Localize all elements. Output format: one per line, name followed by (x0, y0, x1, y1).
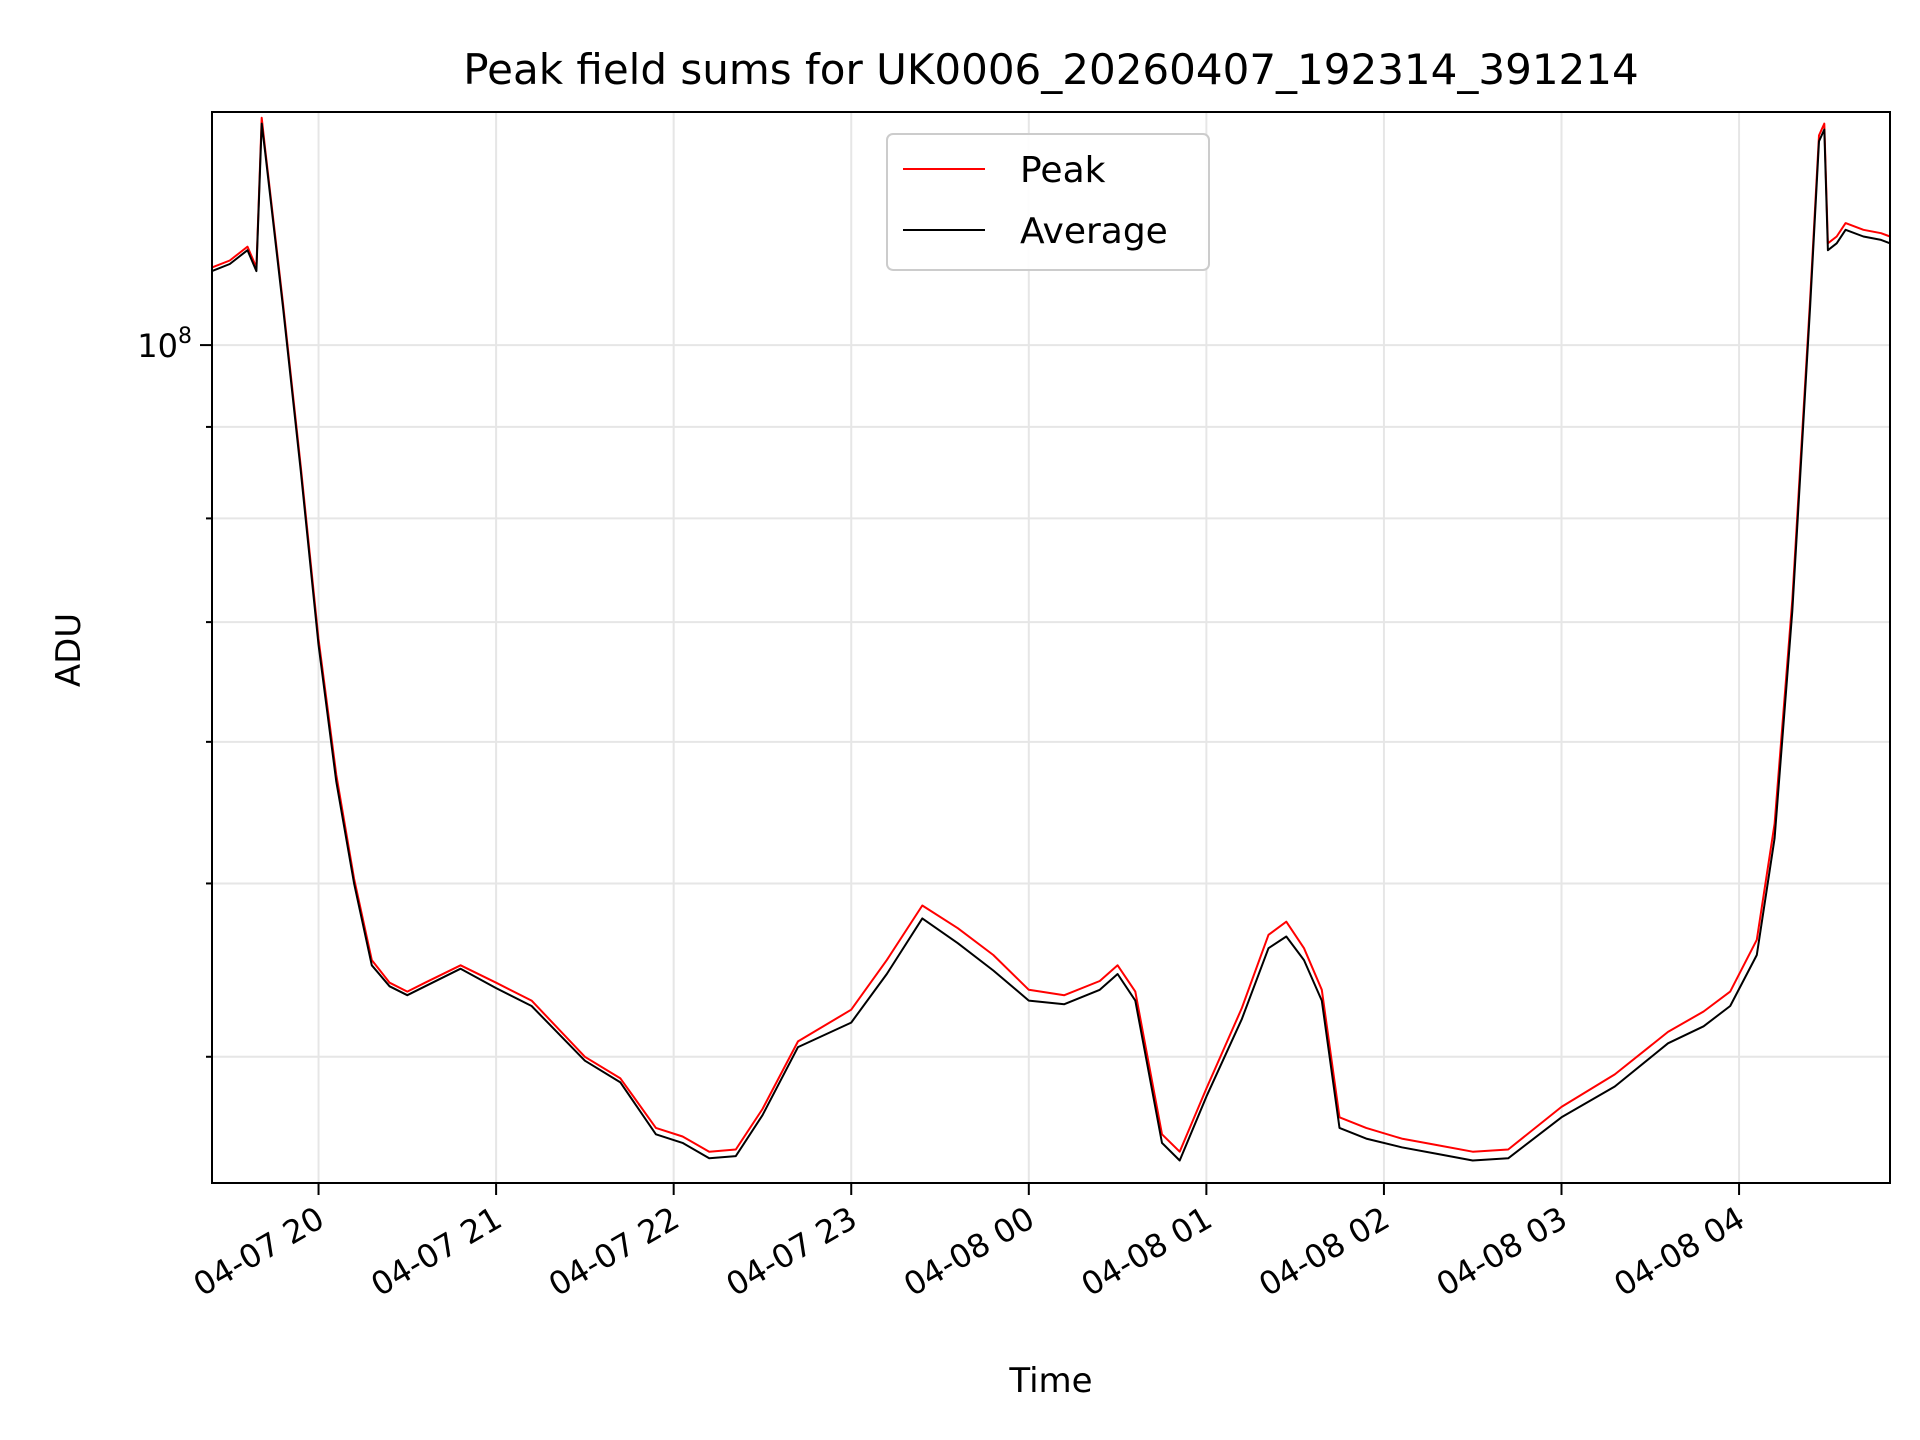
y-axis-ticks: 108 (137, 324, 212, 1058)
legend-peak-label: Peak (1020, 150, 1106, 191)
series-line-average (212, 122, 1890, 1162)
legend-average-label: Average (1020, 211, 1168, 252)
plot-lines (212, 116, 1890, 1162)
legend: Peak Average (886, 133, 1210, 271)
y-axis-title: ADU (49, 613, 89, 687)
grid (212, 112, 1890, 1183)
plot-frame (211, 111, 1891, 1184)
series-line-peak (212, 116, 1890, 1153)
x-axis-title: Time (1008, 1361, 1092, 1401)
y-tick-label: 108 (137, 324, 192, 365)
chart-title: Peak field sums for UK0006_20260407_1923… (463, 45, 1638, 94)
